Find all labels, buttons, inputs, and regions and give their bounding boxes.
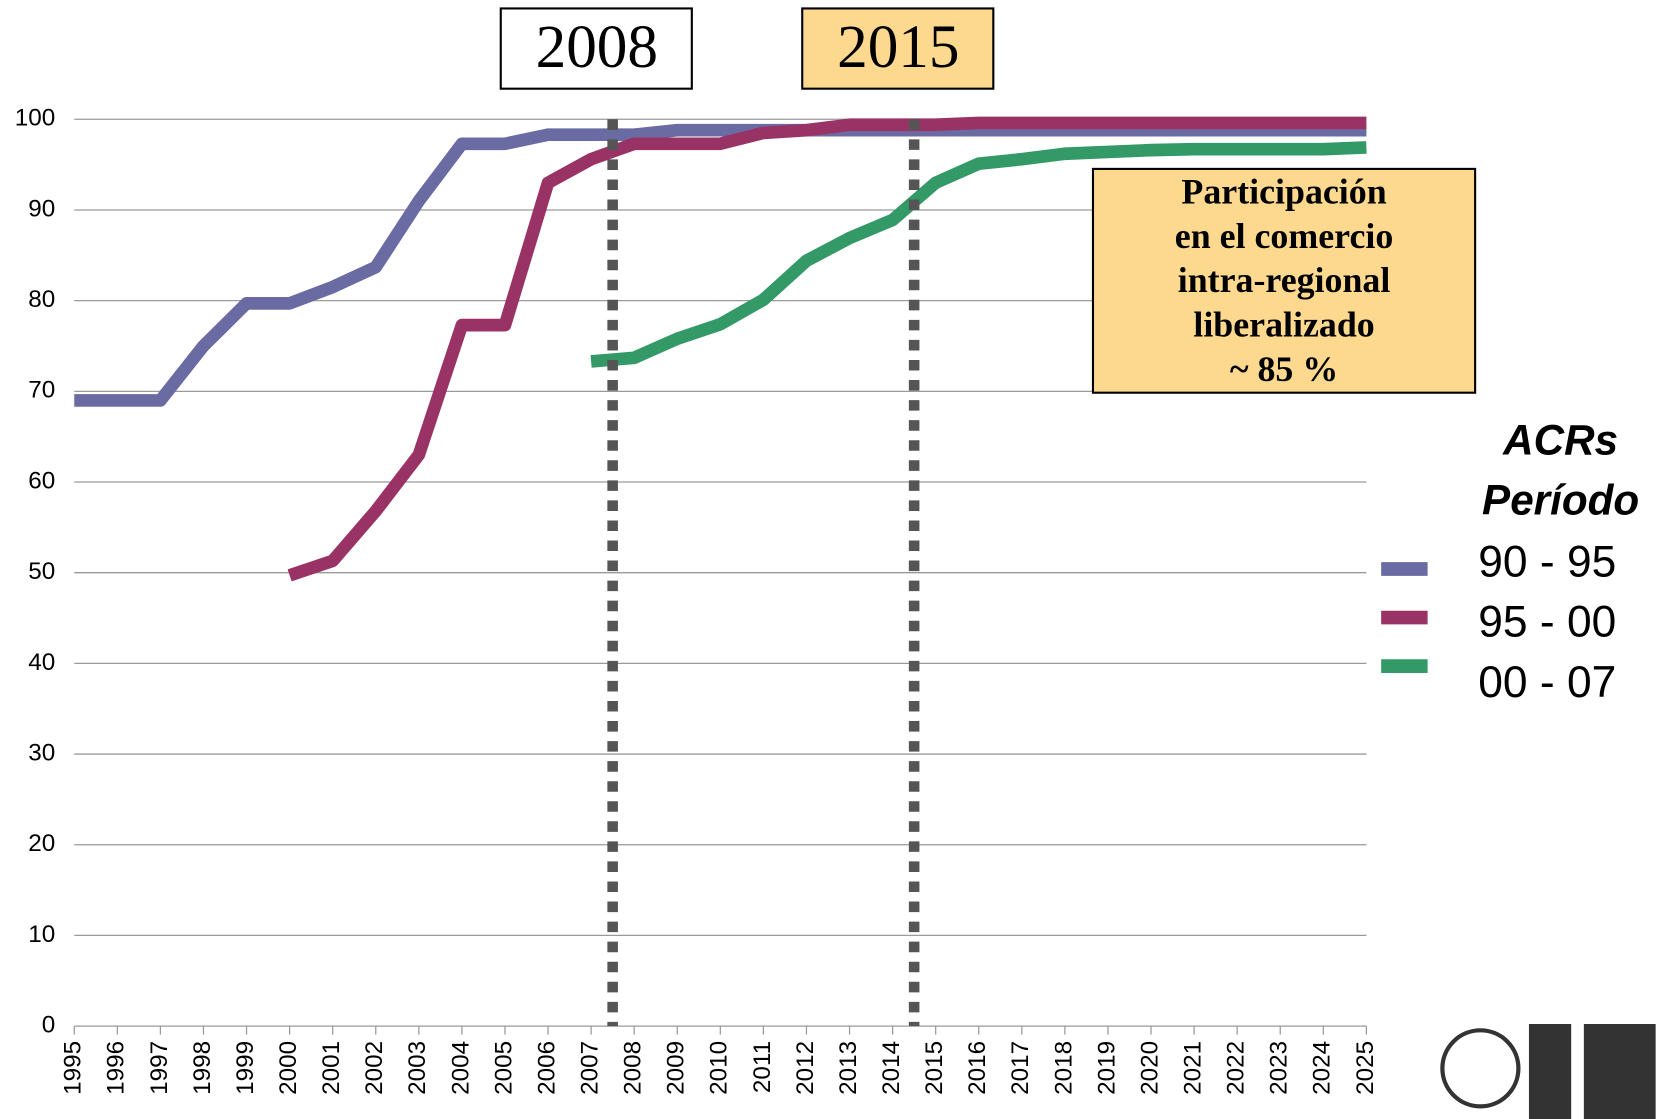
x-tick-label: 1998 <box>189 1041 216 1095</box>
series-line <box>590 141 1367 368</box>
logo-block <box>1528 1023 1572 1119</box>
x-tick-label: 1995 <box>60 1041 87 1095</box>
legend-title: ACRs <box>1502 417 1618 464</box>
x-tick-label: 2008 <box>620 1041 647 1095</box>
x-tick-label: 2009 <box>663 1041 690 1095</box>
legend-label: 00 - 07 <box>1478 658 1616 707</box>
x-tick-label: 2011 <box>749 1041 776 1093</box>
marker-label: 2008 <box>536 13 658 81</box>
annotation-text: ~ 85 % <box>1230 349 1338 389</box>
x-tick-label: 2019 <box>1093 1041 1120 1095</box>
x-tick-label: 2014 <box>878 1041 905 1095</box>
x-tick-label: 2017 <box>1007 1041 1034 1095</box>
legend-label: 95 - 00 <box>1478 598 1616 647</box>
x-tick-label: 2003 <box>404 1041 431 1095</box>
y-tick-label: 0 <box>42 1012 56 1039</box>
x-tick-label: 2002 <box>361 1041 388 1095</box>
annotation-text: en el comercio <box>1175 216 1393 256</box>
y-tick-label: 50 <box>28 558 55 585</box>
y-tick-label: 80 <box>28 286 55 313</box>
x-tick-label: 1996 <box>103 1041 130 1095</box>
annotation-text: Participación <box>1181 172 1386 212</box>
x-tick-label: 2000 <box>275 1041 302 1095</box>
y-tick-label: 100 <box>15 105 56 132</box>
x-tick-label: 2012 <box>792 1041 819 1095</box>
logo-block <box>1583 1023 1656 1119</box>
y-tick-label: 70 <box>28 377 55 404</box>
marker-box <box>801 7 995 90</box>
x-tick-label: 2023 <box>1266 1041 1293 1095</box>
legend-label: 90 - 95 <box>1478 537 1616 586</box>
x-tick-label: 2015 <box>921 1041 948 1095</box>
x-tick-label: 1999 <box>232 1041 259 1095</box>
annotation-text: liberalizado <box>1193 305 1374 345</box>
y-tick-label: 40 <box>28 649 55 676</box>
y-tick-label: 90 <box>28 195 55 222</box>
x-tick-label: 2025 <box>1352 1041 1379 1095</box>
y-tick-label: 10 <box>28 921 55 948</box>
legend-title: Período <box>1482 477 1639 524</box>
x-tick-label: 2018 <box>1050 1041 1077 1095</box>
x-tick-label: 2021 <box>1180 1041 1207 1095</box>
series-line <box>74 123 1367 407</box>
x-tick-label: 2001 <box>318 1041 345 1095</box>
x-tick-label: 2020 <box>1136 1041 1163 1095</box>
x-tick-label: 2013 <box>835 1041 862 1095</box>
annotation-text: intra-regional <box>1178 260 1391 300</box>
x-tick-label: 2010 <box>706 1041 733 1095</box>
y-tick-label: 20 <box>28 830 55 857</box>
x-tick-label: 2004 <box>447 1041 474 1095</box>
marker-box <box>499 7 693 90</box>
x-tick-label: 2006 <box>533 1041 560 1095</box>
x-tick-label: 1997 <box>146 1041 173 1095</box>
y-tick-label: 30 <box>28 739 55 766</box>
marker-label: 2015 <box>837 13 959 81</box>
x-tick-label: 2007 <box>577 1041 604 1095</box>
series-line <box>287 116 1367 582</box>
y-tick-label: 60 <box>28 467 55 494</box>
x-tick-label: 2022 <box>1223 1041 1250 1095</box>
x-tick-label: 2024 <box>1309 1041 1336 1095</box>
x-tick-label: 2005 <box>490 1041 517 1095</box>
x-tick-label: 2016 <box>964 1041 991 1095</box>
logo-globe <box>1440 1028 1521 1109</box>
annotation-box <box>1091 167 1477 394</box>
